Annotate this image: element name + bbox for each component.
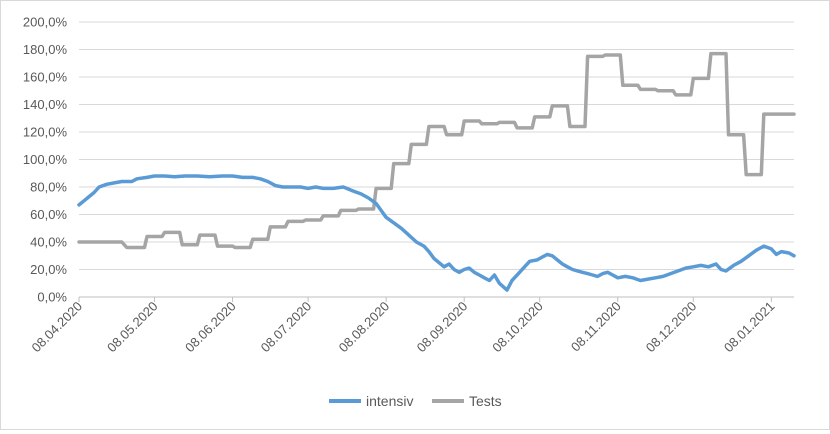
y-tick-label: 40,0%	[30, 235, 67, 250]
series-line-tests	[77, 51, 796, 250]
x-tick-label: 08.04.2020	[28, 299, 85, 356]
y-tick-label: 60,0%	[30, 207, 67, 222]
series-lines	[77, 51, 796, 292]
y-tick-label: 0,0%	[37, 290, 67, 305]
legend-label-tests: Tests	[469, 393, 502, 409]
y-tick-label: 20,0%	[30, 262, 67, 277]
y-tick-label: 80,0%	[30, 180, 67, 195]
x-tick-label: 08.05.2020	[104, 299, 161, 356]
y-axis-ticks: 0,0% 20,0% 40,0% 60,0% 80,0% 100,0% 120,0% 140,…	[23, 15, 68, 305]
y-tick-label: 120,0%	[23, 125, 68, 140]
y-tick-label: 180,0%	[23, 42, 68, 57]
series-line-intensiv	[77, 174, 796, 292]
y-tick-label: 200,0%	[23, 15, 68, 30]
x-tick-label: 08.09.2020	[414, 299, 471, 356]
x-tick-label: 08.08.2020	[336, 299, 393, 356]
y-tick-label: 160,0%	[23, 70, 68, 85]
x-tick-label: 08.10.2020	[489, 299, 546, 356]
y-tick-label: 140,0%	[23, 97, 68, 112]
x-tick-label: 08.11.2020	[568, 299, 624, 355]
x-tick-label: 08.06.2020	[182, 299, 239, 356]
y-tick-label: 100,0%	[23, 152, 68, 167]
x-tick-label: 08.12.2020	[643, 299, 700, 356]
x-tick-label: 08.01.2021	[721, 299, 778, 356]
legend: intensiv Tests	[329, 393, 502, 409]
legend-label-intensiv: intensiv	[366, 393, 413, 409]
x-tick-label: 08.07.2020	[258, 299, 315, 356]
x-axis: 08.04.2020 08.05.2020 08.06.2020 08.07.2020…	[28, 296, 794, 356]
gridlines	[79, 21, 794, 270]
